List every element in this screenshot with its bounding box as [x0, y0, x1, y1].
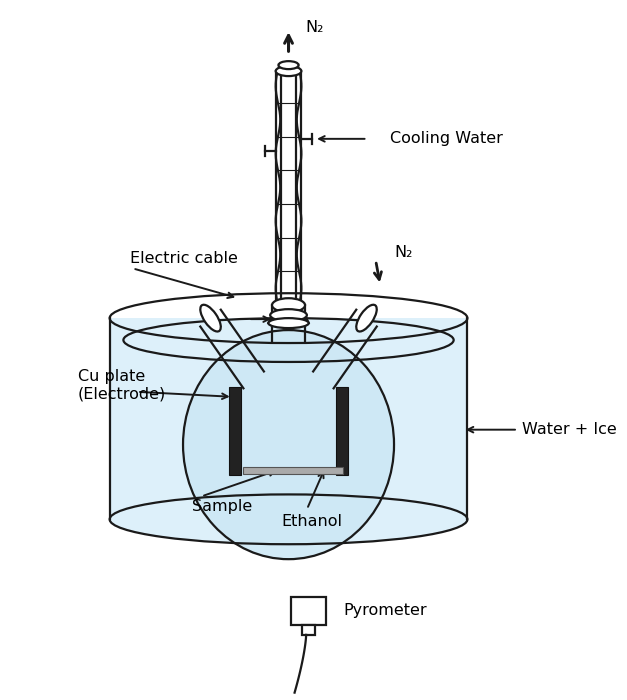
Bar — [292, 597, 326, 625]
Ellipse shape — [268, 318, 308, 328]
Text: Pyrometer: Pyrometer — [344, 603, 427, 619]
Text: N₂: N₂ — [394, 245, 413, 260]
Text: Ethanol: Ethanol — [281, 514, 342, 528]
Text: Cooling Water: Cooling Water — [391, 132, 503, 146]
Text: Water + Ice: Water + Ice — [522, 422, 617, 438]
Ellipse shape — [356, 304, 377, 332]
Text: N₂: N₂ — [305, 20, 324, 35]
Ellipse shape — [270, 309, 307, 321]
Bar — [229, 387, 241, 475]
Ellipse shape — [200, 304, 221, 332]
Text: Sample: Sample — [192, 499, 253, 514]
Bar — [243, 466, 342, 473]
Polygon shape — [110, 318, 467, 519]
Text: Cu plate
(Electrode): Cu plate (Electrode) — [78, 369, 166, 401]
Ellipse shape — [276, 66, 302, 76]
Ellipse shape — [278, 61, 298, 69]
Bar — [336, 387, 348, 475]
Ellipse shape — [110, 494, 467, 544]
Text: Electric cable: Electric cable — [130, 251, 238, 266]
Circle shape — [183, 330, 394, 559]
Bar — [302, 625, 315, 635]
Ellipse shape — [272, 298, 305, 312]
